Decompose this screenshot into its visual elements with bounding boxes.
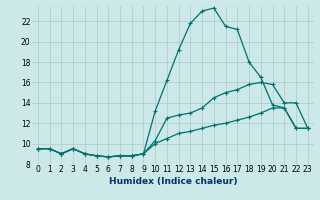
X-axis label: Humidex (Indice chaleur): Humidex (Indice chaleur) xyxy=(108,177,237,186)
